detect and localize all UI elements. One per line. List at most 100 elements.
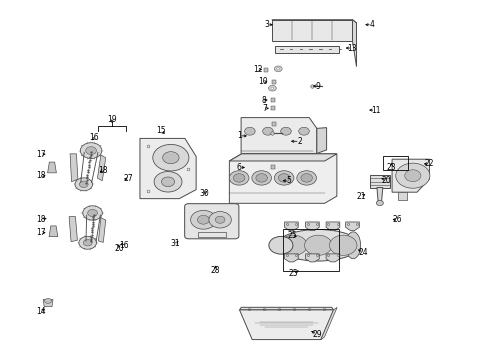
- Polygon shape: [321, 307, 337, 339]
- Text: 18: 18: [36, 171, 46, 180]
- Text: 25: 25: [287, 231, 297, 240]
- Text: 9: 9: [316, 82, 321, 91]
- Ellipse shape: [245, 127, 255, 135]
- Text: 7: 7: [262, 104, 267, 113]
- Circle shape: [278, 174, 290, 182]
- Text: 20: 20: [382, 176, 392, 185]
- Bar: [283, 229, 339, 271]
- Text: 4: 4: [369, 20, 374, 29]
- Polygon shape: [377, 188, 383, 204]
- Circle shape: [304, 235, 332, 255]
- Circle shape: [376, 201, 383, 206]
- Circle shape: [269, 237, 293, 254]
- Text: 22: 22: [425, 159, 435, 168]
- Text: 15: 15: [156, 126, 166, 135]
- Text: 13: 13: [348, 44, 357, 53]
- Text: 12: 12: [253, 65, 263, 74]
- Circle shape: [256, 174, 268, 182]
- Polygon shape: [241, 118, 317, 153]
- Text: 23: 23: [387, 163, 396, 172]
- Polygon shape: [370, 175, 390, 188]
- Polygon shape: [317, 128, 327, 153]
- Ellipse shape: [281, 127, 291, 135]
- Text: 14: 14: [36, 307, 46, 316]
- Text: 19: 19: [107, 115, 117, 124]
- Text: 29: 29: [313, 330, 322, 339]
- Polygon shape: [98, 218, 106, 242]
- Text: 6: 6: [237, 163, 242, 172]
- Bar: [383, 156, 408, 170]
- Polygon shape: [345, 222, 359, 230]
- Polygon shape: [326, 254, 340, 262]
- Polygon shape: [240, 307, 334, 310]
- Circle shape: [80, 143, 102, 158]
- Polygon shape: [229, 154, 337, 161]
- Circle shape: [163, 152, 179, 164]
- Text: 18: 18: [36, 215, 46, 224]
- Polygon shape: [272, 20, 352, 41]
- Ellipse shape: [299, 127, 309, 135]
- Ellipse shape: [346, 232, 361, 259]
- Circle shape: [229, 171, 249, 185]
- Circle shape: [83, 206, 102, 220]
- Polygon shape: [285, 222, 298, 230]
- Circle shape: [233, 174, 245, 182]
- Text: 3: 3: [265, 20, 270, 29]
- Circle shape: [405, 170, 421, 182]
- Circle shape: [280, 235, 307, 255]
- Circle shape: [162, 177, 174, 186]
- Text: 1: 1: [237, 131, 242, 140]
- Text: 20: 20: [115, 244, 124, 253]
- Text: 16: 16: [90, 133, 99, 142]
- Polygon shape: [240, 310, 334, 339]
- Circle shape: [153, 144, 189, 171]
- Text: 10: 10: [258, 77, 268, 86]
- Circle shape: [75, 178, 93, 191]
- Text: 5: 5: [287, 176, 292, 185]
- Text: 26: 26: [392, 215, 402, 224]
- Polygon shape: [306, 222, 319, 230]
- Text: 21: 21: [357, 192, 366, 201]
- Polygon shape: [70, 154, 78, 182]
- Text: 16: 16: [119, 242, 129, 251]
- Circle shape: [209, 212, 231, 228]
- Polygon shape: [398, 192, 407, 201]
- Polygon shape: [306, 254, 319, 262]
- Circle shape: [79, 236, 97, 249]
- Text: 11: 11: [371, 105, 380, 114]
- Polygon shape: [326, 222, 340, 230]
- Polygon shape: [272, 20, 357, 23]
- Text: 24: 24: [358, 248, 368, 257]
- Circle shape: [83, 239, 92, 246]
- Ellipse shape: [263, 127, 273, 135]
- Polygon shape: [140, 138, 196, 199]
- Text: 25: 25: [288, 269, 298, 278]
- Polygon shape: [49, 226, 58, 237]
- Ellipse shape: [277, 229, 360, 261]
- Circle shape: [191, 210, 216, 229]
- Circle shape: [86, 147, 97, 154]
- Circle shape: [274, 66, 282, 72]
- Circle shape: [269, 85, 276, 91]
- Text: 17: 17: [36, 150, 46, 159]
- Circle shape: [154, 171, 182, 192]
- Bar: [275, 45, 339, 53]
- Circle shape: [271, 87, 274, 89]
- Text: 8: 8: [261, 95, 266, 104]
- Circle shape: [79, 181, 88, 188]
- Circle shape: [88, 210, 98, 217]
- Text: 28: 28: [211, 266, 220, 275]
- Text: 2: 2: [297, 137, 302, 146]
- Circle shape: [396, 163, 430, 188]
- Text: 30: 30: [199, 189, 209, 198]
- Text: 31: 31: [171, 239, 180, 248]
- Circle shape: [252, 171, 271, 185]
- Circle shape: [297, 171, 317, 185]
- Circle shape: [329, 235, 357, 255]
- Polygon shape: [69, 217, 77, 242]
- Polygon shape: [229, 154, 337, 203]
- Polygon shape: [285, 254, 298, 262]
- FancyBboxPatch shape: [185, 204, 239, 239]
- Polygon shape: [352, 20, 357, 67]
- Text: 17: 17: [36, 228, 46, 237]
